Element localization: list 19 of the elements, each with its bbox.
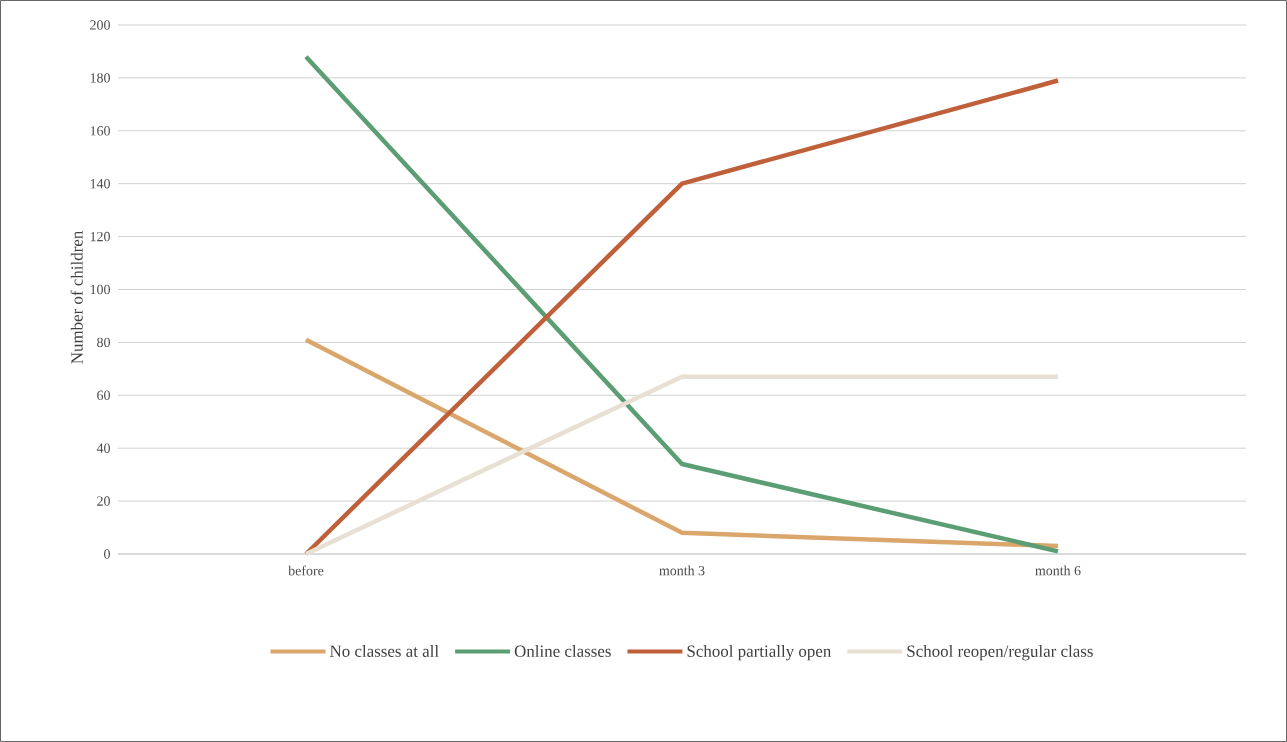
y-tick-label: 180 xyxy=(90,73,110,83)
y-tick-label: 160 xyxy=(90,126,110,136)
y-tick-label: 200 xyxy=(90,20,110,30)
y-tick-label: 40 xyxy=(96,443,110,453)
y-tick-label: 60 xyxy=(97,390,110,400)
legend-label: No classes at all xyxy=(330,645,439,657)
x-tick-label: month 3 xyxy=(659,565,705,576)
x-tick-label: before xyxy=(288,565,324,576)
legend-label: School reopen/regular class xyxy=(907,645,1093,661)
y-tick-label: 100 xyxy=(90,284,110,295)
y-tick-label: 120 xyxy=(90,231,110,242)
x-tick-label: month 6 xyxy=(1035,565,1081,576)
y-axis-title: Number of children xyxy=(70,230,83,364)
legend-label: School partially open xyxy=(687,645,832,661)
y-tick-label: 80 xyxy=(97,337,110,348)
y-tick-label: 20 xyxy=(97,496,110,506)
legend-label: Online classes xyxy=(514,645,611,657)
y-tick-label: 0 xyxy=(104,549,110,559)
y-tick-label: 140 xyxy=(90,178,110,189)
